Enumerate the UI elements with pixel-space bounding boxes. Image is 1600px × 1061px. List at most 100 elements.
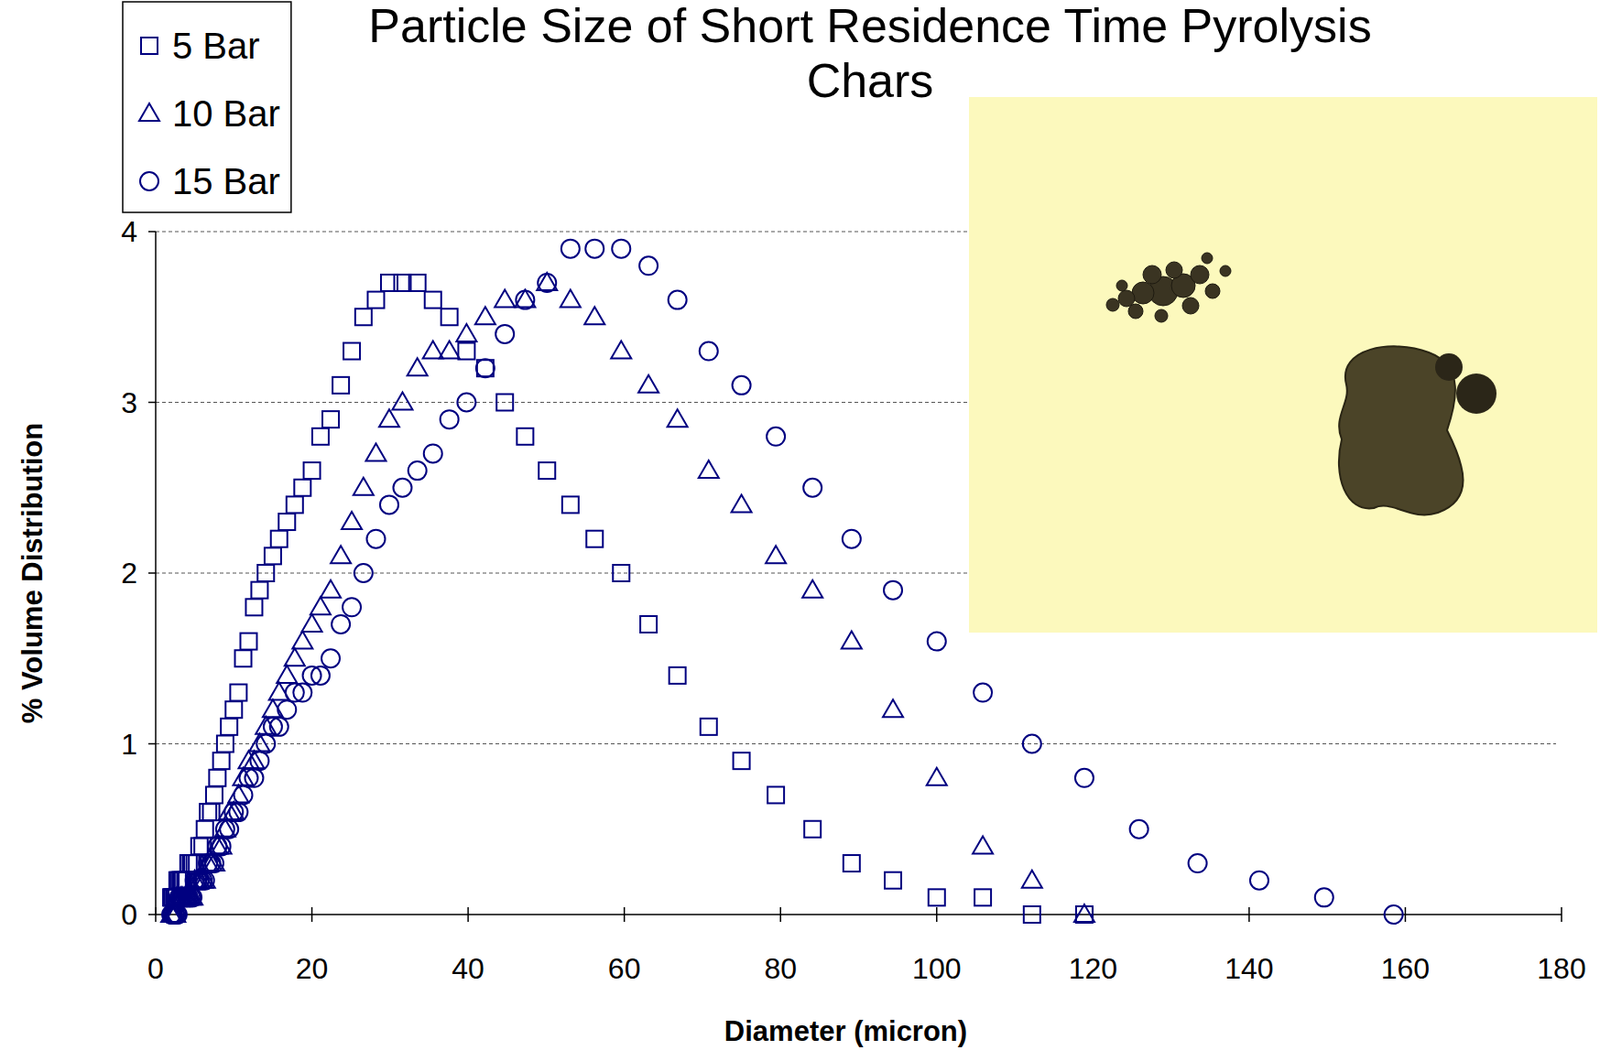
- x-tick: [936, 907, 938, 923]
- circle-marker: [639, 256, 658, 275]
- square-marker: [516, 428, 534, 446]
- circle-marker: [380, 495, 399, 514]
- square-marker: [196, 821, 214, 839]
- x-tick-label: 180: [1536, 952, 1586, 986]
- marks: [161, 239, 1404, 925]
- square-marker: [355, 308, 372, 326]
- x-tick-label: 80: [763, 952, 797, 986]
- circle-marker: [205, 854, 224, 873]
- circle-marker: [1384, 905, 1404, 925]
- square-marker: [225, 701, 242, 719]
- circle-marker: [366, 530, 385, 549]
- chart-title: Particle Size of Short Residence Time Py…: [368, 0, 1372, 108]
- y-axis-title: % Volume Distribution: [16, 423, 49, 724]
- square-marker: [767, 786, 784, 804]
- triangle-marker: [320, 580, 341, 599]
- circle-marker: [354, 564, 373, 583]
- square-marker: [367, 292, 384, 309]
- triangle-marker: [1022, 870, 1043, 889]
- y-tick-label: 1: [120, 728, 138, 762]
- photo-particle: [1128, 304, 1143, 319]
- circle-marker: [515, 291, 534, 310]
- triangle-marker: [1074, 904, 1095, 923]
- square-marker: [974, 889, 991, 906]
- circle-marker: [256, 735, 275, 754]
- x-tick: [779, 907, 782, 923]
- title-line: Particle Size of Short Residence Time Py…: [368, 0, 1372, 53]
- inset-photo: [968, 97, 1598, 633]
- square-marker: [457, 343, 475, 360]
- square-marker: [250, 582, 268, 599]
- triangle-marker: [584, 306, 605, 325]
- x-tick-label: 20: [295, 952, 329, 986]
- circle-marker: [207, 837, 227, 856]
- circle-marker: [244, 769, 263, 788]
- square-marker: [640, 616, 657, 633]
- square-marker: [928, 889, 946, 906]
- circle-marker: [331, 615, 350, 634]
- y-tick-label: 4: [120, 215, 138, 249]
- circle-marker: [183, 888, 202, 907]
- legend-marker: [140, 172, 159, 191]
- circle-marker: [457, 393, 476, 413]
- circle-marker: [270, 718, 289, 737]
- square-marker: [245, 598, 262, 616]
- triangle-marker: [353, 478, 374, 496]
- circle-marker: [495, 325, 514, 344]
- circle-marker: [973, 684, 992, 703]
- legend-marker: [141, 37, 158, 55]
- square-marker: [264, 547, 282, 565]
- y-tick: [148, 402, 156, 404]
- square-marker: [206, 786, 223, 804]
- photo-particle: [1190, 265, 1209, 284]
- y-tick: [148, 914, 156, 916]
- square-marker: [538, 462, 556, 479]
- square-marker: [312, 428, 329, 446]
- circle-marker: [611, 239, 631, 259]
- square-marker: [343, 343, 360, 360]
- triangle-marker: [391, 392, 413, 411]
- circle-marker: [250, 751, 269, 771]
- circle-marker: [408, 461, 427, 480]
- square-marker: [424, 292, 442, 309]
- x-tick: [623, 907, 626, 923]
- x-tick: [1560, 907, 1563, 923]
- x-tick: [1248, 907, 1251, 923]
- square-marker: [441, 308, 458, 326]
- chart: 02040608010012014016018001234Diameter (m…: [0, 0, 1600, 1061]
- photo-particle: [1182, 297, 1199, 315]
- triangle-marker: [765, 545, 786, 564]
- square-marker: [733, 752, 751, 770]
- circle-marker: [234, 785, 253, 805]
- x-tick-label: 100: [912, 952, 961, 986]
- photo-particle: [1142, 265, 1162, 284]
- triangle-marker: [379, 409, 400, 427]
- x-tick-label: 120: [1068, 952, 1118, 986]
- x-tick-label: 140: [1224, 952, 1274, 986]
- photo-particle: [1205, 283, 1220, 299]
- triangle-marker: [802, 580, 823, 599]
- triangle-marker: [926, 768, 947, 786]
- photo-particle: [1201, 252, 1213, 264]
- circle-marker: [342, 598, 361, 617]
- x-tick-label: 0: [147, 952, 164, 986]
- legend-box: [122, 1, 292, 213]
- triangle-marker: [494, 290, 515, 308]
- circle-marker: [167, 905, 186, 925]
- triangle-marker: [475, 306, 496, 325]
- legend-label: 5 Bar: [172, 25, 261, 66]
- circle-marker: [285, 684, 305, 703]
- circle-marker: [277, 700, 296, 719]
- square-marker: [496, 394, 513, 412]
- square-marker: [586, 531, 603, 548]
- square-marker: [612, 565, 630, 582]
- circle-marker: [585, 239, 604, 259]
- circle-marker: [927, 632, 947, 652]
- x-tick-label: 160: [1381, 952, 1430, 986]
- x-tick-label: 60: [608, 952, 642, 986]
- square-marker: [235, 650, 252, 667]
- series: [162, 239, 1404, 925]
- square-marker: [203, 804, 220, 821]
- circle-marker: [440, 410, 459, 429]
- triangle-marker: [341, 511, 362, 530]
